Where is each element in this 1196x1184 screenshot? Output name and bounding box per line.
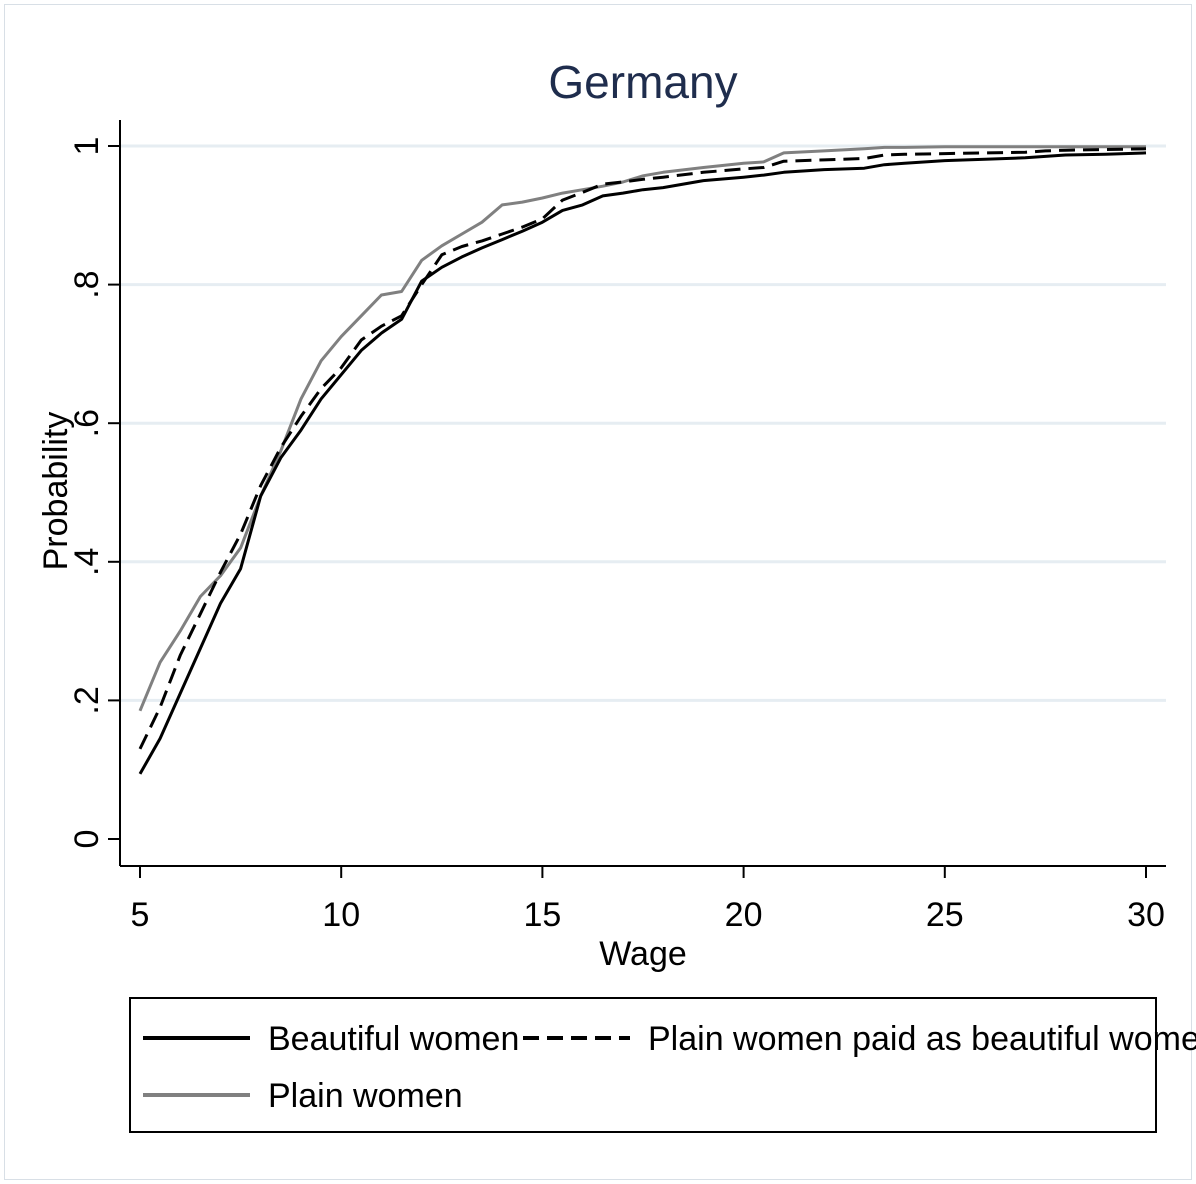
legend-label-2: Plain women: [268, 1077, 463, 1115]
series-line-2: [138, 145, 1146, 712]
x-tick-label-1: 10: [322, 896, 360, 934]
y-tick-label-2: .4: [68, 548, 106, 576]
axes: [119, 120, 1166, 867]
legend-label-1: Plain women paid as beautiful women: [648, 1020, 1196, 1058]
x-tick-label-5: 30: [1127, 896, 1165, 934]
x-tick-label-4: 25: [926, 896, 964, 934]
x-tick-label-3: 20: [725, 896, 763, 934]
y-tick-label-1: .2: [68, 686, 106, 714]
legend-box: [129, 997, 1157, 1133]
x-axis-title: Wage: [599, 935, 687, 973]
x-tick-label-2: 15: [523, 896, 561, 934]
legend-label-0: Beautiful women: [268, 1020, 519, 1058]
y-tick-label-0: 0: [68, 830, 106, 849]
chart-frame: [4, 4, 1192, 1180]
y-tick-label-5: 1: [68, 137, 106, 156]
legend-items: Beautiful women Plain women paid as beaut…: [143, 1020, 1196, 1115]
series-lines: [138, 145, 1147, 775]
tick-labels: 0.2.4.6.815 10 15 20 25 30: [68, 137, 1165, 934]
y-tick-label-3: .6: [68, 409, 106, 437]
series-line-0: [138, 151, 1147, 775]
legend: Beautiful women Plain women paid as beaut…: [129, 997, 1196, 1133]
y-tick-label-4: .8: [68, 270, 106, 298]
grid-lines: [120, 144, 1166, 702]
x-tick-label-0: 5: [131, 896, 150, 934]
y-axis-title: Probability: [37, 412, 75, 571]
chart-title: Germany: [548, 56, 737, 108]
series-line-1: [138, 147, 1147, 750]
